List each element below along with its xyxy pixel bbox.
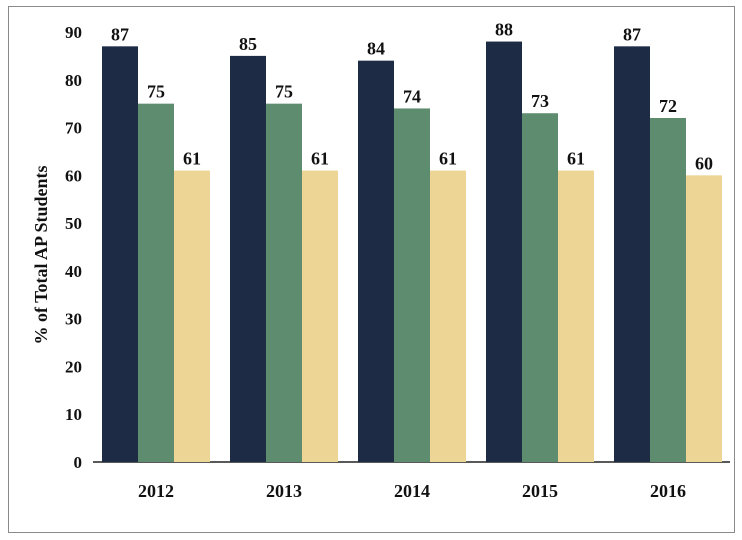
y-tick-label: 90 (65, 23, 82, 42)
bars-group: 87 75 61 85 75 61 84 74 61 88 73 61 87 72 60 (102, 20, 722, 463)
data-label: 61 (439, 149, 457, 169)
bar (522, 113, 558, 462)
bar (138, 103, 174, 463)
data-label: 75 (147, 82, 165, 102)
y-tick-label: 50 (65, 214, 82, 233)
y-tick-label: 30 (65, 310, 82, 329)
data-label: 84 (367, 39, 385, 59)
data-label: 74 (403, 86, 421, 106)
y-axis-ticks: 0 10 20 30 40 50 60 70 80 90 (65, 23, 82, 472)
y-tick-label: 60 (65, 166, 82, 185)
x-category-label: 2016 (650, 481, 686, 501)
data-label: 61 (567, 149, 585, 169)
bar (614, 46, 650, 462)
bar (230, 55, 266, 463)
y-tick-label: 70 (65, 119, 82, 138)
data-label: 85 (239, 34, 257, 54)
y-tick-label: 80 (65, 71, 82, 90)
bar (358, 60, 394, 463)
data-label: 88 (495, 20, 513, 40)
data-label: 73 (531, 91, 549, 111)
bar (686, 175, 722, 463)
y-tick-label: 10 (65, 405, 82, 424)
bar (486, 41, 522, 463)
bar (174, 170, 210, 463)
data-label: 61 (183, 149, 201, 169)
x-category-label: 2012 (138, 481, 174, 501)
bar (394, 108, 430, 462)
x-axis-categories: 2012 2013 2014 2015 2016 (138, 481, 686, 501)
y-axis-title: % of Total AP Students (31, 165, 51, 344)
data-label: 75 (275, 82, 293, 102)
x-category-label: 2013 (266, 481, 302, 501)
bar (430, 170, 466, 463)
y-tick-label: 40 (65, 262, 82, 281)
y-tick-label: 20 (65, 357, 82, 376)
bar (558, 170, 594, 463)
data-label: 87 (623, 24, 641, 44)
y-tick-label: 0 (74, 453, 83, 472)
data-label: 72 (659, 96, 677, 116)
data-label: 61 (311, 149, 329, 169)
bar (302, 170, 338, 463)
data-label: 87 (111, 24, 129, 44)
bar (266, 103, 302, 463)
data-label: 60 (695, 153, 713, 173)
bar (102, 46, 138, 462)
x-category-label: 2014 (394, 481, 430, 501)
x-category-label: 2015 (522, 481, 558, 501)
bar (650, 118, 686, 462)
